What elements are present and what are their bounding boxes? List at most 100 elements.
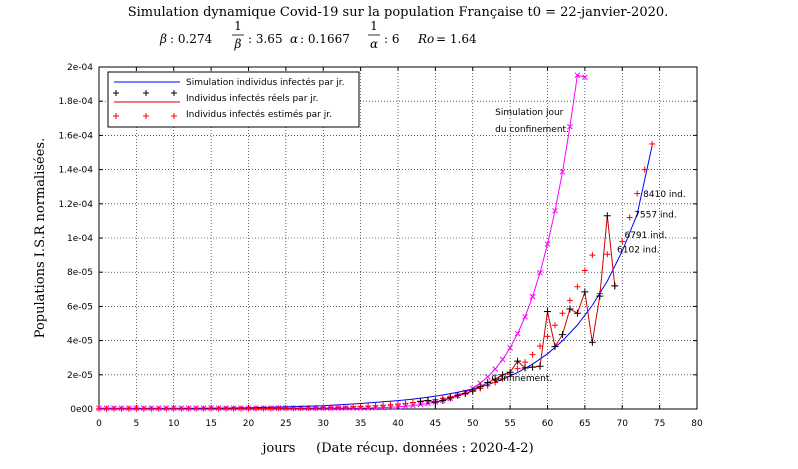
series-confinement-point	[559, 168, 566, 175]
series-estimated-point	[155, 405, 162, 412]
series-real-point	[446, 394, 454, 402]
series-estimated-point	[103, 405, 110, 412]
x-tick-label: 55	[504, 419, 515, 429]
series-estimated-point	[372, 402, 379, 409]
series-estimated-point	[327, 404, 334, 411]
annotation: 8410 ind.	[643, 190, 686, 200]
series-confinement-point-b	[492, 366, 499, 372]
series-confinement-point-b	[484, 373, 491, 380]
plot-area: 0 5 10 15 20 25 30 35 40 45 50 55 60 65 70 75 80 0e00 2e-0…	[58, 63, 703, 429]
parameter-denominator: β	[234, 37, 242, 51]
series-real-point	[551, 343, 559, 351]
parameter-symbol: α	[290, 32, 298, 46]
series-estimated-point	[133, 405, 140, 412]
series-estimated-point	[566, 297, 573, 304]
series-confinement-point-b	[514, 330, 521, 337]
x-tick-label: 65	[579, 419, 590, 429]
parameter-value: : 0.274	[170, 32, 213, 46]
legend-box	[107, 71, 360, 128]
series-real-point	[469, 387, 477, 395]
series-estimated-point	[574, 283, 581, 290]
y-tick-label: 1.6e-04	[58, 131, 93, 141]
series-estimated-point	[230, 405, 237, 412]
series-estimated-point	[395, 401, 401, 408]
legend-label: Individus infectés estimés par jr.	[186, 109, 332, 120]
series-estimated-point	[297, 405, 304, 412]
series-estimated-point	[282, 405, 289, 412]
x-tick-label: 40	[392, 419, 404, 429]
legend-label: Simulation individus infectés par jr.	[186, 77, 345, 88]
legend-label: Individus infectés réels par jr.	[186, 93, 319, 104]
series-estimated-point	[589, 252, 596, 259]
parameter-4: Ro = 1.64	[417, 32, 477, 46]
series-estimated-point	[163, 405, 170, 412]
x-tick-label: 75	[654, 419, 665, 429]
x-tick-label: 60	[542, 419, 554, 429]
y-axis-label: Populations I.S.R normalisées.	[33, 138, 48, 338]
series-real-point	[588, 338, 596, 346]
series-confinement-point-b	[567, 123, 573, 130]
series-confinement-point-b	[544, 241, 551, 248]
series-estimated-point	[185, 405, 192, 412]
x-tick-label: 10	[168, 419, 180, 429]
parameter-symbol: β	[159, 32, 167, 46]
series-confinement-point	[529, 293, 536, 300]
series-estimated-point	[320, 404, 327, 411]
series-real-point	[499, 371, 507, 379]
series-estimated-point	[118, 405, 125, 412]
parameter-3: 1 α: 6	[368, 19, 400, 51]
series-confinement-point	[492, 366, 499, 372]
series-confinement-point-b	[537, 269, 543, 276]
series-estimated-point	[357, 403, 364, 410]
chart-title-group: Simulation dynamique Covid-19 sur la pop…	[128, 5, 669, 51]
series-confinement-point-b	[522, 313, 528, 320]
series-estimated-point	[193, 405, 200, 412]
series-real-point	[416, 397, 424, 405]
series-estimated-point	[178, 405, 185, 412]
series-estimated-point	[223, 405, 230, 412]
series-estimated-point	[245, 405, 252, 412]
series-estimated-point	[409, 399, 416, 406]
y-tick-label: 4e-05	[67, 337, 93, 347]
parameter-0: β: 0.274	[159, 32, 213, 46]
parameter-value: : 0.1667	[300, 32, 350, 46]
series-confinement-point	[574, 72, 581, 79]
series-estimated-point	[305, 404, 312, 411]
series-confinement-point	[552, 207, 558, 214]
series-confinement-point	[484, 373, 491, 380]
legend: Simulation individus infectés par jr. Ind…	[107, 71, 360, 128]
series-estimated-point	[335, 404, 342, 411]
x-tick-label: 30	[318, 419, 330, 429]
series-estimated-point	[604, 251, 611, 258]
series-confinement-point	[537, 269, 543, 276]
annotation: 7557 ind.	[634, 210, 677, 220]
series-confinement-point	[477, 380, 484, 387]
series-estimated-point	[140, 405, 147, 412]
series-confinement-point-b	[477, 380, 484, 387]
series-estimated-point	[649, 140, 656, 147]
series-confinement-point	[522, 313, 528, 320]
parameter-numerator: 1	[370, 19, 378, 33]
series-confinement-point	[544, 241, 551, 248]
x-tick-label: 45	[430, 419, 441, 429]
series-estimated-point	[544, 333, 551, 340]
series-estimated-point	[581, 267, 588, 274]
series-estimated-point	[619, 238, 626, 245]
series-estimated-point	[350, 403, 357, 410]
series-estimated-point	[252, 405, 259, 412]
series-estimated-point	[387, 401, 394, 408]
parameter-1: 1 β: 3.65	[232, 19, 283, 51]
series-real-point	[611, 282, 619, 290]
series-real-point	[514, 357, 522, 365]
annotation: Simulation jour	[495, 108, 564, 118]
x-axis-label: jours (Date récup. données : 2020-4-2)	[260, 441, 533, 456]
y-tick-label: 1.8e-04	[58, 97, 93, 107]
series-confinement-point-b	[507, 344, 513, 351]
series-real-point	[536, 362, 544, 370]
y-tick-label: 0e00	[70, 405, 93, 415]
series-confinement-point-b	[410, 402, 416, 409]
series-confinement-point	[582, 74, 588, 81]
legend-entry-2: Individus infectés estimés par jr.	[113, 109, 332, 120]
